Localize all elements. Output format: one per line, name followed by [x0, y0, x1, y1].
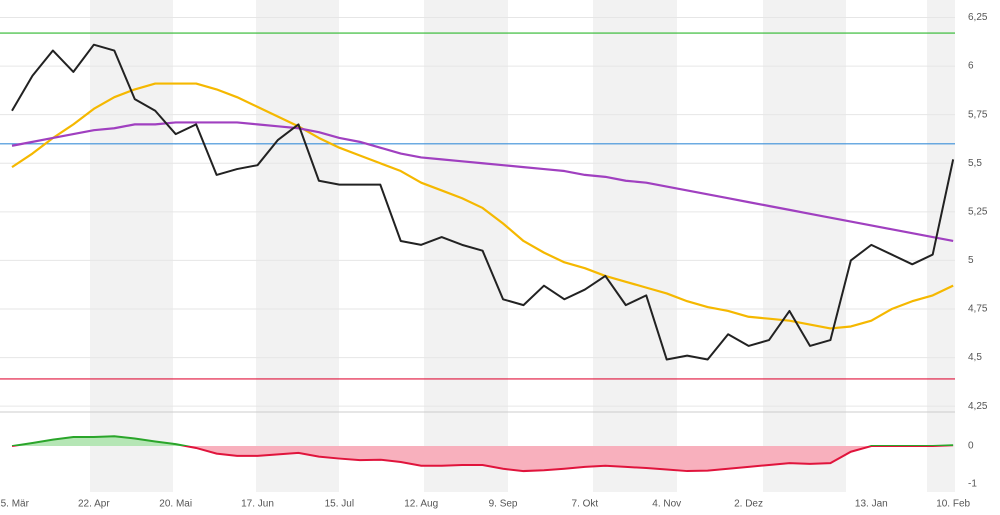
x-tick-label: 17. Jun	[241, 499, 274, 510]
series-line	[11, 121, 954, 243]
band	[593, 0, 677, 492]
band	[256, 0, 339, 492]
osc-line	[11, 435, 954, 447]
band	[763, 0, 846, 492]
x-tick-label: 9. Sep	[489, 499, 518, 510]
y-tick-label: 5,75	[968, 109, 988, 120]
y-tick-label: 5,25	[968, 206, 988, 217]
osc-area	[12, 446, 954, 472]
x-tick-label: 12. Aug	[404, 499, 438, 510]
x-tick-label: 4. Nov	[652, 499, 681, 510]
x-tick-label: 15. Jul	[325, 499, 354, 510]
y-tick-label: 5,5	[968, 158, 982, 169]
y-tick-label: 6,25	[968, 12, 988, 23]
y-tick-label: 0	[968, 441, 974, 452]
y-tick-label: 6	[968, 61, 974, 72]
x-tick-label: 2. Dez	[734, 499, 763, 510]
x-tick-label: 13. Jan	[855, 499, 888, 510]
osc-line	[11, 446, 954, 473]
y-tick-label: 4,25	[968, 401, 988, 412]
x-tick-label: 7. Okt	[572, 499, 599, 510]
x-tick-label: 20. Mai	[159, 499, 192, 510]
y-tick-label: 4,75	[968, 304, 988, 315]
band	[927, 0, 955, 492]
y-tick-label: -1	[968, 479, 977, 490]
series-line	[11, 43, 955, 361]
x-tick-label: 22. Apr	[78, 499, 110, 510]
x-tick-label: 10. Feb	[936, 499, 970, 510]
x-tick-label: 25. Mär	[0, 499, 30, 510]
band	[90, 0, 173, 492]
y-tick-label: 5	[968, 255, 974, 266]
bands	[90, 0, 955, 492]
y-tick-label: 4,5	[968, 352, 982, 363]
